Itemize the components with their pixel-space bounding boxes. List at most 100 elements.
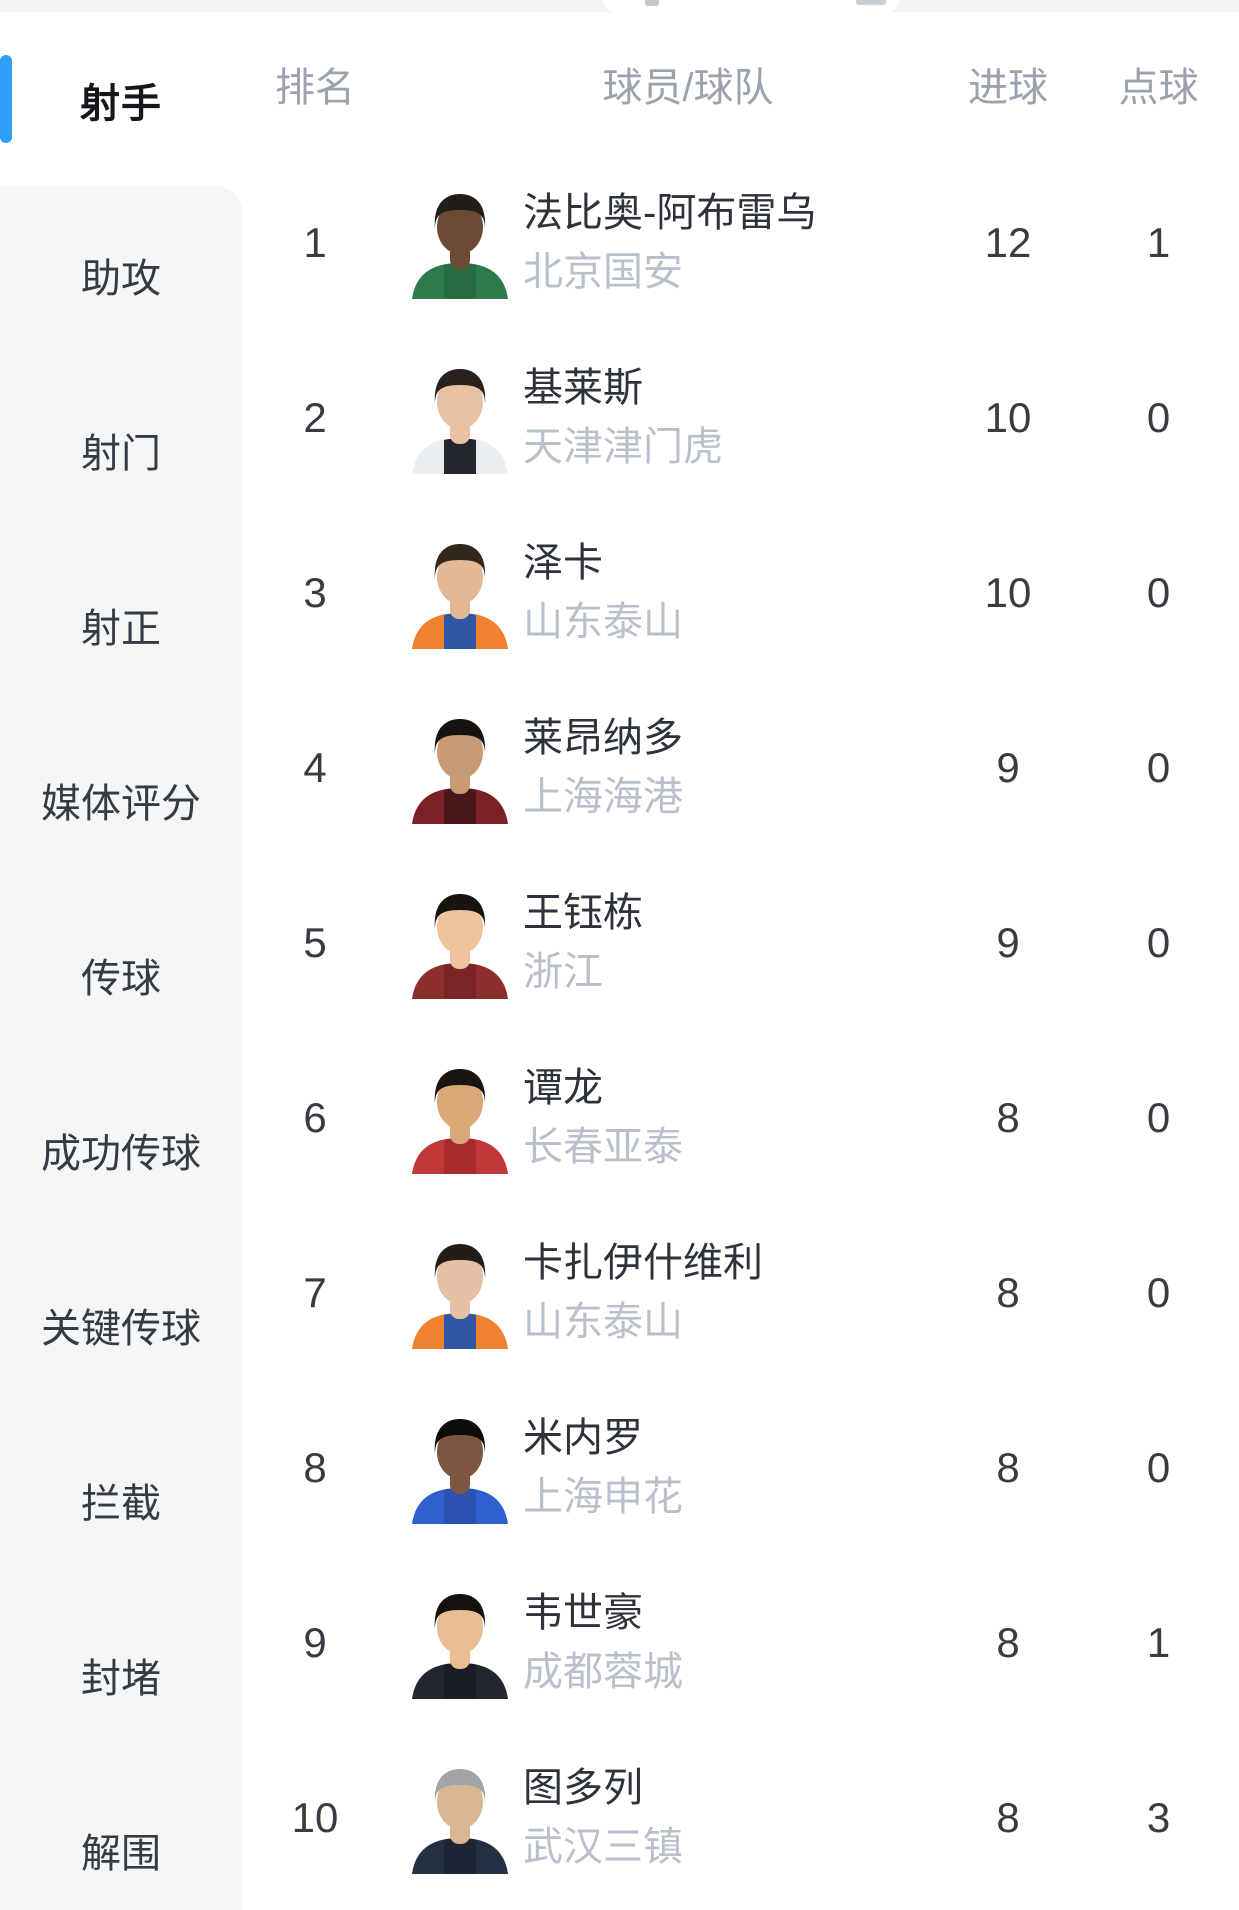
rank-value: 5 (303, 918, 327, 966)
header-player: 球员/球队 (602, 65, 774, 110)
penalties-value: 0 (1146, 1443, 1171, 1491)
top-sheet-notch (603, 0, 900, 12)
rank-value: 7 (303, 1268, 327, 1316)
player-info: 图多列 武汉三镇 (523, 1765, 938, 1870)
sidebar-item[interactable]: 封堵 (0, 1587, 242, 1762)
header-penalties: 点球 (1118, 65, 1199, 110)
player-avatar-graphic (412, 193, 508, 299)
team-name: 山东泰山 (523, 1300, 683, 1344)
sidebar-item-shooters-selected[interactable]: 射手 (0, 12, 242, 187)
team-name: 天津津门虎 (523, 425, 723, 469)
player-avatar (404, 362, 516, 474)
sidebar-item-label: 成功传球 (41, 1131, 201, 1176)
penalties-value: 0 (1146, 743, 1171, 791)
top-strip (0, 0, 1239, 12)
sidebar-item[interactable]: 传球 (0, 887, 242, 1062)
goals-value: 8 (996, 1443, 1020, 1491)
sidebar-item-label: 射门 (81, 431, 161, 476)
player-name: 泽卡 (523, 541, 603, 585)
player-name: 基莱斯 (523, 366, 643, 410)
topbar-artifact (856, 0, 886, 5)
sidebar-item-label: 射正 (81, 606, 161, 651)
player-info: 谭龙 长春亚泰 (523, 1065, 938, 1170)
sidebar-item-label: 关键传球 (41, 1306, 201, 1351)
table-row[interactable]: 3 泽卡 山东泰山 10 0 (242, 505, 1239, 680)
team-name: 长春亚泰 (523, 1125, 683, 1169)
table-row[interactable]: 10 图多列 武汉三镇 8 3 (242, 1730, 1239, 1905)
rank-value: 3 (303, 568, 327, 616)
player-name: 米内罗 (523, 1416, 643, 1460)
penalties-value: 0 (1146, 918, 1171, 966)
sidebar-item[interactable]: 射门 (0, 362, 242, 537)
sidebar-item-label: 拦截 (81, 1481, 161, 1526)
sidebar-item-label: 封堵 (81, 1656, 161, 1701)
sidebar-item-label: 传球 (81, 956, 161, 1001)
sidebar-item[interactable]: 关键传球 (0, 1237, 242, 1412)
player-name: 韦世豪 (523, 1591, 643, 1635)
player-avatar-graphic (412, 1068, 508, 1174)
table-row[interactable]: 9 韦世豪 成都蓉城 8 1 (242, 1555, 1239, 1730)
goals-value: 9 (996, 743, 1020, 791)
goals-value: 8 (996, 1793, 1020, 1841)
player-name: 莱昂纳多 (523, 716, 683, 760)
player-avatar (404, 1062, 516, 1174)
goals-value: 8 (996, 1618, 1020, 1666)
rank-value: 9 (303, 1618, 327, 1666)
sidebar-item[interactable]: 解围 (0, 1762, 242, 1910)
goals-value: 8 (996, 1093, 1020, 1141)
sidebar-panel: 助攻 射门 射正 媒体评分 传球 成功传球 关键传球 拦截 封堵 解围 (0, 187, 242, 1910)
rank-value: 8 (303, 1443, 327, 1491)
active-indicator (0, 55, 12, 143)
player-avatar-graphic (412, 718, 508, 824)
table-row[interactable]: 7 卡扎伊什维利 山东泰山 8 0 (242, 1205, 1239, 1380)
sidebar-item-label: 媒体评分 (41, 781, 201, 826)
goals-value: 10 (984, 568, 1032, 616)
goals-value: 8 (996, 1268, 1020, 1316)
table-row[interactable]: 5 王钰栋 浙江 9 0 (242, 855, 1239, 1030)
penalties-value: 0 (1146, 568, 1171, 616)
team-name: 北京国安 (523, 250, 683, 294)
player-info: 泽卡 山东泰山 (523, 540, 938, 645)
sidebar-item[interactable]: 成功传球 (0, 1062, 242, 1237)
table-row[interactable]: 1 法比奥-阿布雷乌 北京国安 12 1 (242, 155, 1239, 330)
penalties-value: 0 (1146, 1268, 1171, 1316)
table-row[interactable]: 2 基莱斯 天津津门虎 10 0 (242, 330, 1239, 505)
table-row[interactable]: 6 谭龙 长春亚泰 8 0 (242, 1030, 1239, 1205)
player-avatar (404, 187, 516, 299)
player-name: 谭龙 (523, 1066, 603, 1110)
table-header-row: 排名 球员/球队 进球 点球 (242, 12, 1239, 155)
team-name: 山东泰山 (523, 600, 683, 644)
sidebar-item[interactable]: 助攻 (0, 187, 242, 362)
header-rank: 排名 (275, 65, 355, 110)
player-avatar-graphic (412, 1418, 508, 1524)
penalties-value: 1 (1146, 218, 1171, 266)
sidebar-item[interactable]: 媒体评分 (0, 712, 242, 887)
goals-value: 10 (984, 393, 1032, 441)
player-avatar (404, 1237, 516, 1349)
player-avatar-graphic (412, 1593, 508, 1699)
player-avatar (404, 1762, 516, 1874)
player-avatar-graphic (412, 893, 508, 999)
sidebar-item[interactable]: 射正 (0, 537, 242, 712)
player-info: 卡扎伊什维利 山东泰山 (523, 1240, 938, 1345)
team-name: 浙江 (523, 950, 603, 994)
rank-value: 10 (291, 1793, 339, 1841)
player-avatar-graphic (412, 368, 508, 474)
team-name: 成都蓉城 (523, 1650, 683, 1694)
penalties-value: 0 (1146, 393, 1171, 441)
scorers-table: 排名 球员/球队 进球 点球 1 法比奥-阿布雷乌 北京国安 12 1 2 (242, 12, 1239, 1910)
player-avatar (404, 887, 516, 999)
table-row[interactable]: 8 米内罗 上海申花 8 0 (242, 1380, 1239, 1555)
player-name: 王钰栋 (523, 891, 643, 935)
table-body: 1 法比奥-阿布雷乌 北京国安 12 1 2 (242, 155, 1239, 1905)
rank-value: 6 (303, 1093, 327, 1141)
player-avatar-graphic (412, 543, 508, 649)
team-name: 武汉三镇 (523, 1825, 683, 1869)
rank-value: 2 (303, 393, 327, 441)
player-info: 莱昂纳多 上海海港 (523, 715, 938, 820)
player-info: 韦世豪 成都蓉城 (523, 1590, 938, 1695)
table-row[interactable]: 4 莱昂纳多 上海海港 9 0 (242, 680, 1239, 855)
stat-category-sidebar: 射手 助攻 射门 射正 媒体评分 传球 成功传球 关键传球 拦截 封堵 解围 (0, 12, 242, 1910)
team-name: 上海海港 (523, 775, 683, 819)
sidebar-item[interactable]: 拦截 (0, 1412, 242, 1587)
